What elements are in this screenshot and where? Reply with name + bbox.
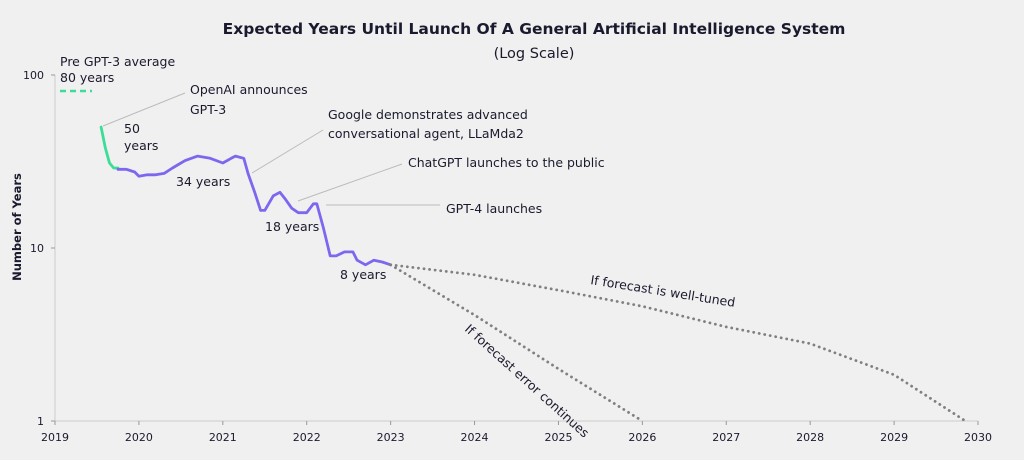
x-tick-label: 2022 — [293, 431, 321, 444]
annotation-google: Google demonstrates advanced conversation… — [328, 107, 528, 141]
chart-subtitle: (Log Scale) — [494, 46, 575, 62]
y-tick-label: 10 — [30, 242, 44, 255]
leader-openai — [102, 92, 186, 127]
series-layer — [99, 125, 967, 423]
y-tick-label: 100 — [23, 69, 44, 82]
annotation-error-continues: If forecast error continues — [462, 321, 592, 440]
series-line-pre-gpt3 — [99, 125, 120, 170]
annotation-gpt4: GPT-4 launches — [446, 201, 542, 216]
y-axis-ticks: 1 10 100 — [23, 69, 55, 428]
annotation-leader-lines — [102, 92, 440, 206]
x-tick-label: 2025 — [544, 431, 572, 444]
x-tick-label: 2027 — [712, 431, 740, 444]
x-tick-label: 2020 — [125, 431, 153, 444]
series-line-community-forecast — [116, 154, 392, 267]
x-tick-label: 2023 — [377, 431, 405, 444]
annotation-8-years: 8 years — [340, 267, 386, 282]
leader-google — [251, 129, 324, 174]
series-line-forecast-3 — [389, 263, 644, 423]
x-tick-label: 2028 — [796, 431, 824, 444]
y-axis-label: Number of Years — [10, 173, 24, 281]
chart-title: Expected Years Until Launch Of A General… — [223, 20, 846, 38]
annotation-well-tuned: If forecast is well-tuned — [590, 272, 737, 310]
x-tick-label: 2021 — [209, 431, 237, 444]
annotation-chatgpt: ChatGPT launches to the public — [408, 155, 605, 170]
x-tick-label: 2029 — [880, 431, 908, 444]
annotation-openai: OpenAI announces GPT-3 — [190, 82, 308, 117]
annotation-34-years: 34 years — [176, 174, 230, 189]
annotation-18-years: 18 years — [265, 219, 319, 234]
x-tick-label: 2030 — [964, 431, 992, 444]
x-tick-label: 2024 — [461, 431, 489, 444]
x-tick-label: 2026 — [628, 431, 656, 444]
annotation-pre-gpt3: Pre GPT-3 average 80 years — [60, 54, 175, 85]
y-tick-label: 1 — [37, 415, 44, 428]
annotation-50-years: 50 years — [124, 121, 158, 153]
leader-chatgpt — [297, 163, 403, 202]
x-tick-label: 2019 — [41, 431, 69, 444]
x-axis-ticks: 2019 2020 2021 2022 2023 2024 2025 2026 2027 2028… — [41, 421, 992, 444]
